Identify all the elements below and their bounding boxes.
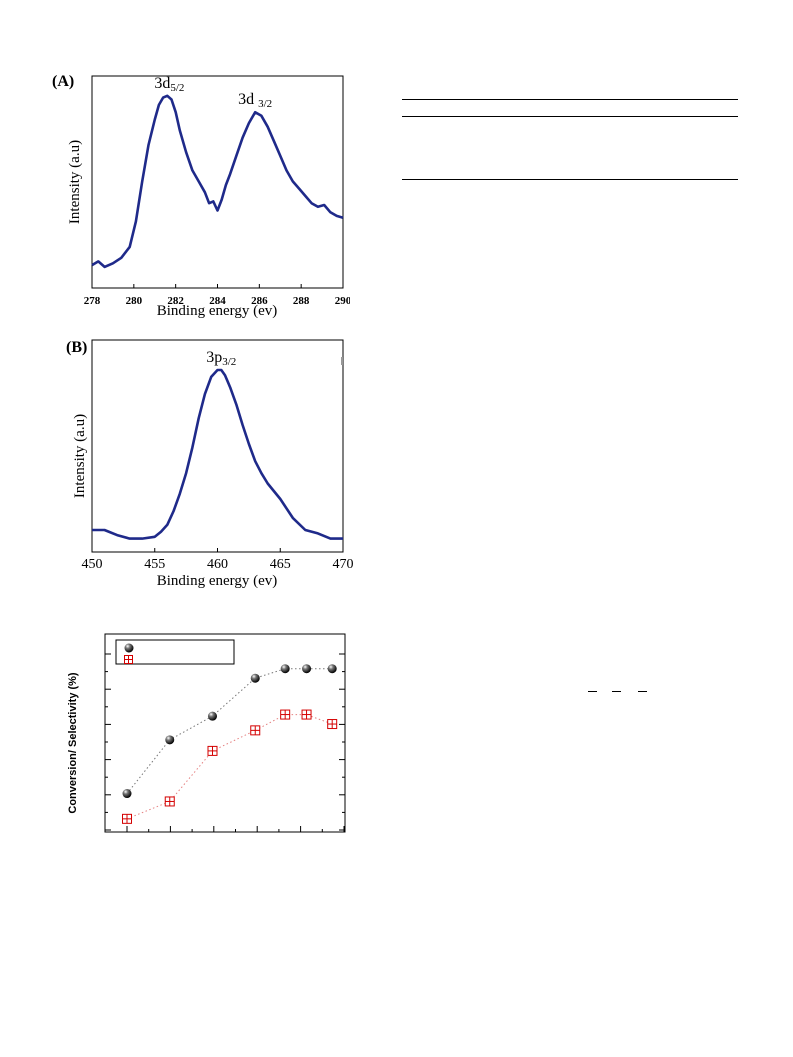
figure-b-svg: (B) 450 455 460 465 470 3p3/2 Intensity (a.u… (66, 339, 354, 589)
legend-marker-boxed-plus (124, 655, 133, 664)
figure-a: (A) 278 280 282 284 286 288 290 3d5/2 3d 3/2 In… (50, 68, 352, 323)
series-dotted-line (126, 714, 333, 820)
figure-b: (B) 450 455 460 465 470 3p3/2 Intensity (a.u… (50, 335, 360, 595)
data-point-boxed-plus (327, 719, 338, 730)
data-point-boxed-plus (301, 709, 312, 720)
figure-c: Conversion/ Selectivity (%) (60, 630, 360, 850)
data-point-sphere (165, 735, 175, 745)
x-tick-label: 460 (207, 557, 228, 572)
data-point-boxed-plus (250, 725, 261, 736)
legend-box (115, 639, 235, 665)
x-tick-label: 284 (209, 295, 226, 307)
x-tick-label: 290 (335, 295, 350, 307)
legend-marker-sphere (124, 643, 134, 653)
dash-mark (638, 691, 647, 692)
data-point-sphere (207, 711, 217, 721)
table-bottom-rule (402, 179, 738, 180)
table-top-rule (402, 99, 738, 100)
x-tick-label: 465 (270, 557, 291, 572)
x-axis-label-a: Binding energy (ev) (157, 303, 278, 319)
peak-annotation: 3p3/2 (206, 349, 236, 368)
x-tick-label: 450 (82, 557, 103, 572)
x-tick-label: 288 (293, 295, 310, 307)
peak-annotation: 3d5/2 (154, 75, 184, 94)
figure-a-svg: (A) 278 280 282 284 286 288 290 3d5/2 3d 3/2 In… (52, 73, 352, 319)
y-axis-label-c: Conversion/ Selectivity (%) (67, 672, 79, 814)
x-tick-label: 278 (84, 295, 101, 307)
y-axis-label-a: Intensity (a.u) (67, 140, 83, 224)
data-point-sphere (122, 789, 132, 799)
table-header-rule (402, 116, 738, 117)
x-tick-label: 470 (333, 557, 354, 572)
x-tick-label: 282 (167, 295, 184, 307)
dash-mark (612, 691, 621, 692)
panel-label-a: (A) (52, 73, 74, 90)
data-point-sphere (280, 664, 290, 674)
data-point-boxed-plus (280, 709, 291, 720)
panel-label-b: (B) (66, 339, 87, 356)
peak-annotation: 3d 3/2 (238, 91, 272, 110)
series-dotted-line (126, 668, 333, 794)
spectrum-line-a (91, 94, 344, 269)
data-point-sphere (302, 664, 312, 674)
data-point-sphere (250, 673, 260, 683)
x-tick-label: 280 (126, 295, 143, 307)
y-axis-label-b: Intensity (a.u) (72, 414, 88, 498)
x-tick-label: 455 (144, 557, 165, 572)
dash-mark (588, 691, 597, 692)
figure-c-svg: Conversion/ Selectivity (%) (67, 633, 346, 833)
x-tick-label: 286 (251, 295, 268, 307)
data-point-boxed-plus (207, 745, 218, 756)
data-point-sphere (327, 664, 337, 674)
plot-frame-c (104, 633, 346, 833)
data-point-boxed-plus (164, 796, 175, 807)
spectrum-line-b (92, 368, 343, 540)
data-point-boxed-plus (122, 813, 132, 824)
plot-frame-a (91, 75, 344, 289)
x-axis-label-b: Binding energy (ev) (157, 573, 278, 589)
